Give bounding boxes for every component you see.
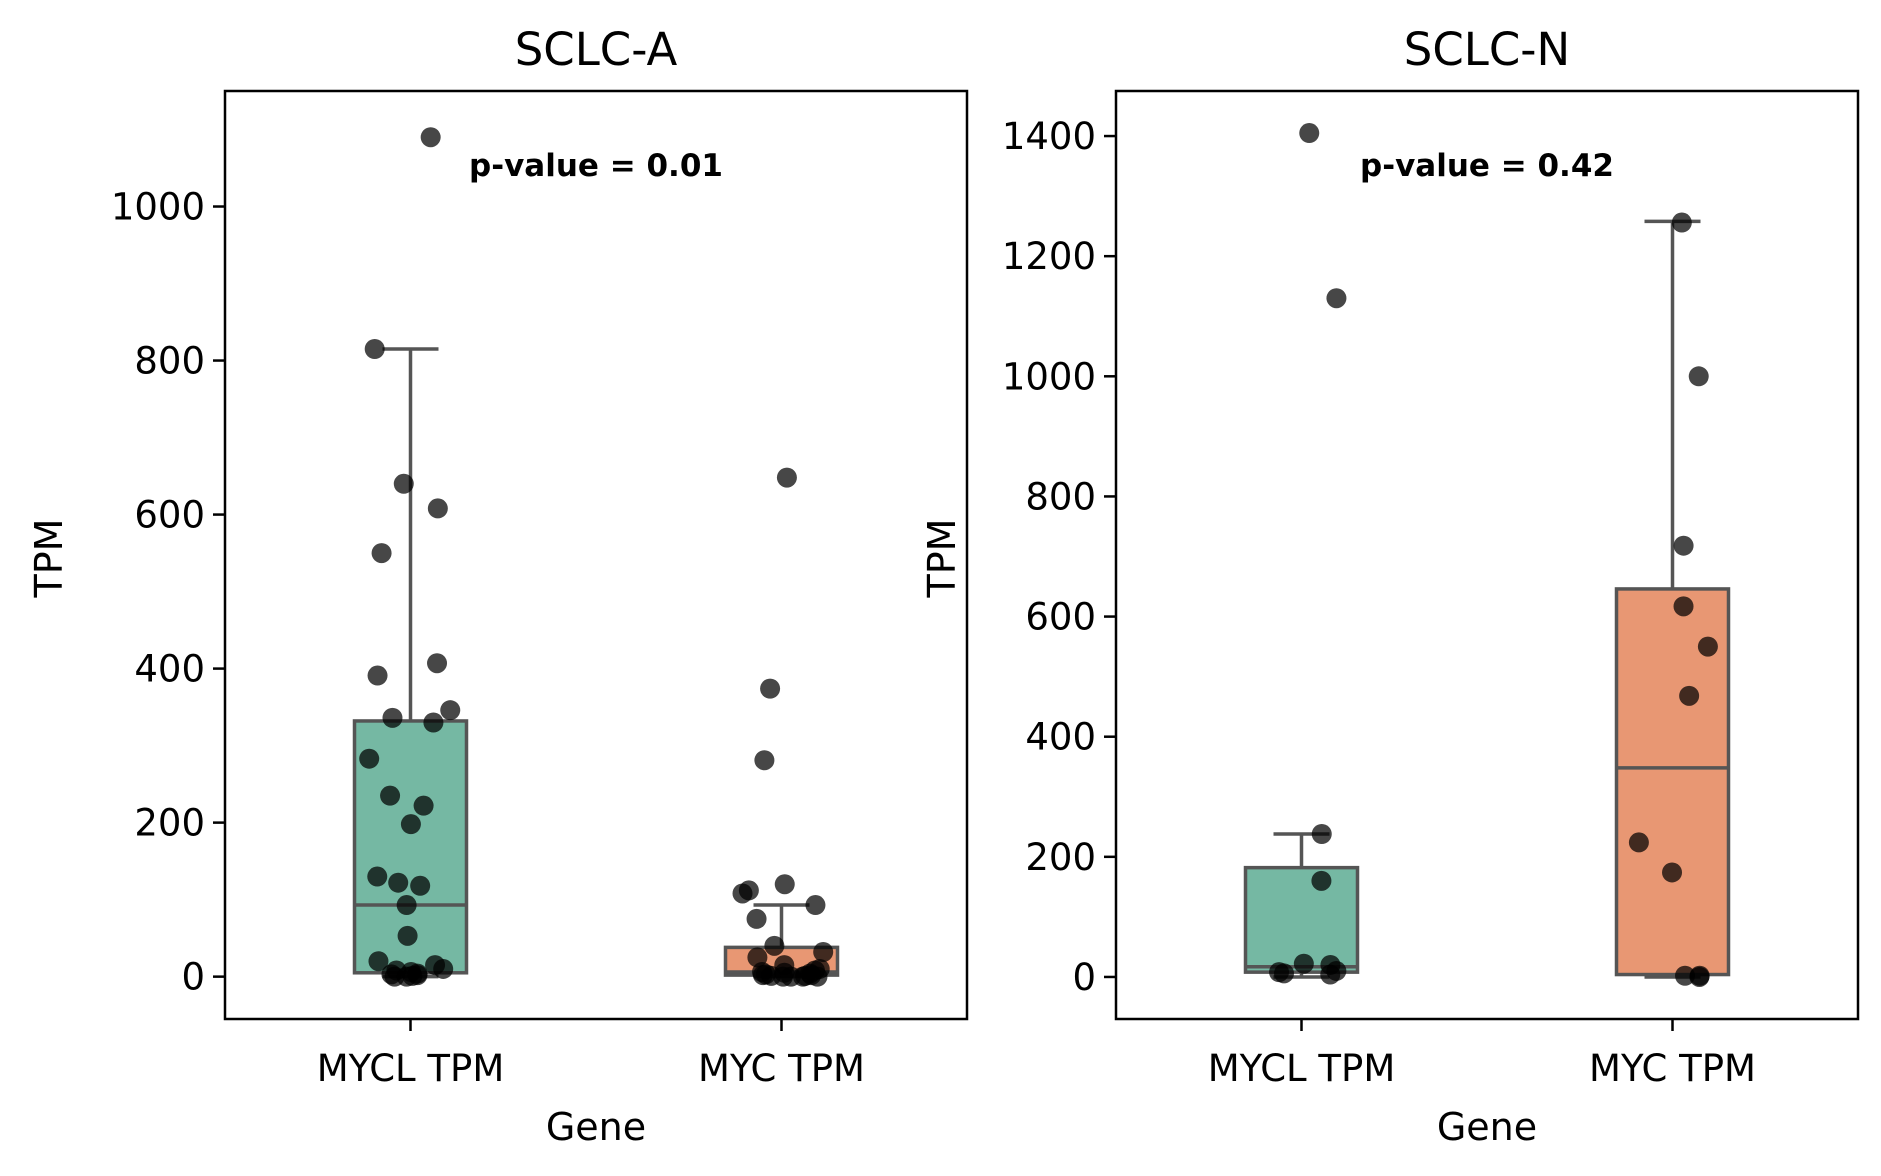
y-tick-label: 800 [134, 340, 205, 383]
data-point [371, 543, 392, 564]
data-points [1269, 123, 1718, 987]
y-tick-label: 600 [134, 494, 205, 537]
data-point [367, 665, 388, 686]
y-tick-label: 1200 [1002, 235, 1096, 278]
data-point [1293, 953, 1314, 974]
x-tick-label: MYC TPM [698, 1047, 865, 1090]
data-point [423, 712, 444, 733]
x-axis-label: Gene [1437, 1105, 1537, 1149]
x-tick-label: MYCL TPM [1208, 1047, 1396, 1090]
y-tick-label: 1400 [1002, 115, 1096, 158]
data-points [359, 127, 834, 987]
data-point [440, 700, 461, 721]
data-point [754, 750, 775, 771]
p-value-annotation: p-value = 0.42 [1360, 148, 1614, 184]
data-point [388, 872, 409, 893]
boxes [1243, 219, 1731, 979]
data-point [774, 874, 795, 895]
x-tick-label: MYCL TPM [317, 1047, 505, 1090]
data-point [764, 935, 785, 956]
x-axis-label: Gene [546, 1105, 646, 1149]
data-point [1697, 636, 1718, 657]
data-point [732, 883, 753, 904]
data-point [760, 678, 781, 699]
data-point [433, 958, 454, 979]
x-tick-label: MYC TPM [1589, 1047, 1756, 1090]
panel-sclc-a: SCLC-A p-value = 0.01 Gene TPM 0 200 400 60… [27, 23, 969, 1149]
data-point [396, 895, 417, 916]
axis-ticks: 0 200 400 600 800 1000 MYCL TPM MYC TPM [111, 186, 865, 1090]
y-tick-label: 0 [1072, 956, 1096, 999]
data-point [813, 941, 834, 962]
y-tick-label: 200 [1025, 836, 1096, 879]
data-point [368, 951, 389, 972]
y-tick-label: 400 [1025, 716, 1096, 759]
data-point [1311, 824, 1332, 845]
data-point [1662, 862, 1683, 883]
data-point [359, 748, 380, 769]
y-tick-label: 0 [181, 956, 205, 999]
p-value-annotation: p-value = 0.01 [469, 148, 723, 184]
data-point [1673, 596, 1694, 617]
data-point [1679, 685, 1700, 706]
data-point [807, 966, 828, 987]
y-tick-label: 200 [134, 802, 205, 845]
data-point [367, 866, 388, 887]
data-point [380, 785, 401, 806]
y-tick-label: 400 [134, 648, 205, 691]
y-tick-label: 600 [1025, 596, 1096, 639]
plot-frame [223, 89, 969, 1021]
data-point [1673, 535, 1694, 556]
data-point [805, 895, 826, 916]
data-point [427, 498, 448, 519]
data-point [410, 875, 431, 896]
data-point [1689, 966, 1710, 987]
data-point [780, 966, 801, 987]
y-tick-label: 1000 [1002, 355, 1096, 398]
data-point [397, 925, 418, 946]
data-point [427, 653, 448, 674]
axis-ticks: 0 200 400 600 800 1000 1200 1400 MYCL TPM MYC TPM [1002, 115, 1756, 1090]
data-point [420, 127, 441, 148]
data-point [384, 966, 405, 987]
chart-title: SCLC-N [1404, 23, 1570, 76]
data-point [1688, 366, 1709, 387]
data-point [1311, 870, 1332, 891]
data-point [746, 908, 767, 929]
chart-title: SCLC-A [515, 23, 678, 76]
data-point [382, 707, 403, 728]
data-point [1274, 963, 1295, 984]
data-point [1628, 832, 1649, 853]
data-point [413, 795, 434, 816]
y-tick-label: 800 [1025, 475, 1096, 518]
data-point [776, 467, 797, 488]
plot-frame [1114, 89, 1860, 1021]
y-axis-label: TPM [920, 519, 964, 599]
panel-sclc-n: SCLC-N p-value = 0.42 Gene TPM 0 200 400 60… [920, 23, 1860, 1149]
data-point [1320, 964, 1341, 985]
data-point [1299, 123, 1320, 144]
data-point [400, 814, 421, 835]
y-tick-label: 1000 [111, 186, 205, 229]
data-point [1671, 212, 1692, 233]
data-point [393, 473, 414, 494]
data-point [1326, 288, 1347, 309]
data-point [364, 338, 385, 359]
y-axis-label: TPM [27, 519, 71, 599]
data-point [1675, 965, 1696, 986]
